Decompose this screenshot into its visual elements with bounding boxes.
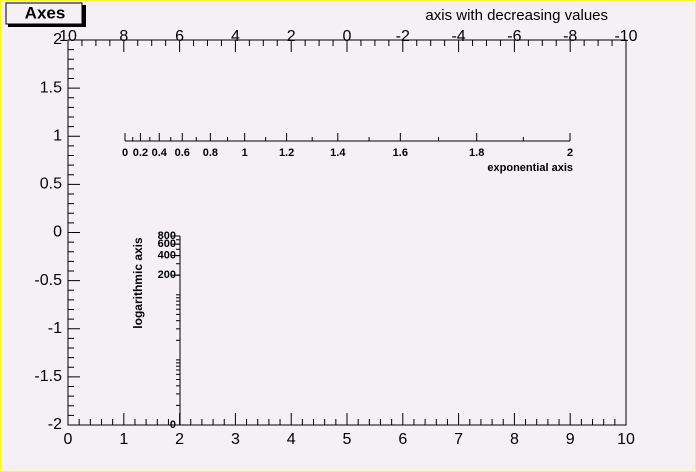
tick-label: 10 xyxy=(59,28,77,45)
tick-label: 0.5 xyxy=(40,176,62,193)
tick-label: 6 xyxy=(398,431,407,448)
tick-label: 8 xyxy=(510,431,519,448)
tick-label: 9 xyxy=(566,431,575,448)
tick-label: 1.6 xyxy=(393,147,408,159)
tick-label: 0.2 xyxy=(133,147,148,159)
tick-label: 1 xyxy=(119,431,128,448)
tick-label: -4 xyxy=(451,28,465,45)
tick-label: -1.5 xyxy=(34,368,62,385)
tick-label: 0 xyxy=(122,147,128,159)
tick-label: 0 xyxy=(343,28,352,45)
tick-label: 4 xyxy=(231,28,240,45)
tick-label: 8 xyxy=(119,28,128,45)
tick-label: 10 xyxy=(617,431,635,448)
tick-label: 0.6 xyxy=(175,147,190,159)
tick-label: 1.8 xyxy=(469,147,484,159)
tick-label: 2 xyxy=(175,431,184,448)
tick-label: 2 xyxy=(53,31,62,48)
tick-label: 1.5 xyxy=(40,79,62,96)
tick-label: 1.4 xyxy=(330,147,346,159)
tick-label: -2 xyxy=(48,416,62,433)
chart-title: Axes xyxy=(25,3,66,22)
tick-label: 0.4 xyxy=(152,147,168,159)
tick-label: 1 xyxy=(242,147,248,159)
tick-label: 200 xyxy=(158,269,176,281)
tick-label: 6 xyxy=(175,28,184,45)
tick-label: 0 xyxy=(64,431,73,448)
tick-label: -2 xyxy=(396,28,410,45)
axis-title: axis with decreasing values xyxy=(425,7,608,24)
tick-label: 1 xyxy=(53,127,62,144)
title-box xyxy=(5,2,83,25)
tick-label: 2 xyxy=(567,147,573,159)
origin-label: 0 xyxy=(170,419,176,431)
tick-label: 7 xyxy=(454,431,463,448)
tick-label: 2 xyxy=(287,28,296,45)
axis-title: logarithmic axis xyxy=(131,237,145,329)
tick-label: -10 xyxy=(614,28,637,45)
tick-label: -1 xyxy=(48,320,62,337)
tick-label: 800 xyxy=(158,230,176,242)
tick-label: 0.8 xyxy=(203,147,218,159)
tick-label: 3 xyxy=(231,431,240,448)
tick-label: 1.2 xyxy=(279,147,294,159)
axis-title: exponential axis xyxy=(487,162,573,174)
tick-label: 0 xyxy=(53,224,62,241)
tick-label: 5 xyxy=(343,431,352,448)
tick-label: -8 xyxy=(563,28,577,45)
tick-label: -0.5 xyxy=(34,272,62,289)
tick-label: -6 xyxy=(507,28,521,45)
tick-label: 600 xyxy=(158,238,176,250)
tick-label: 4 xyxy=(287,431,296,448)
tick-label: 400 xyxy=(158,250,176,262)
